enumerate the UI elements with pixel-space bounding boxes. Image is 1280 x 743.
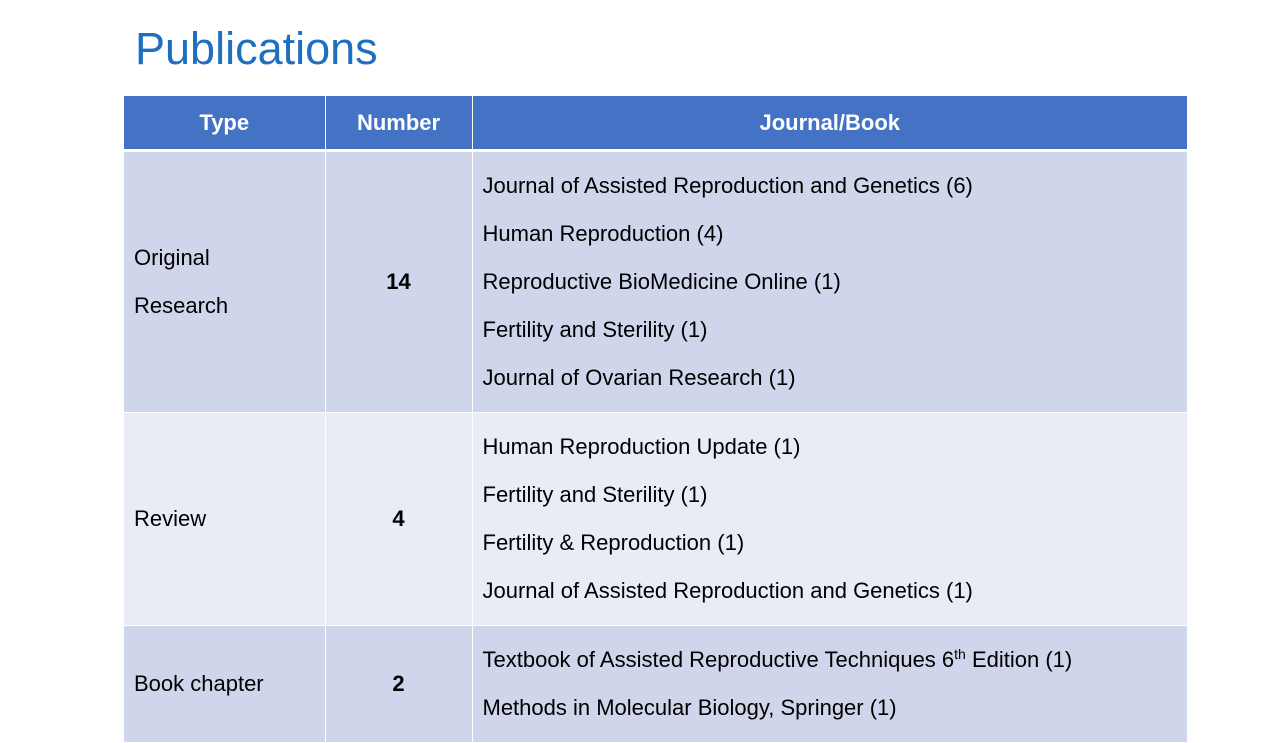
type-cell: Original Research	[124, 150, 326, 413]
journal-text: Textbook of Assisted Reproductive Techni…	[482, 647, 955, 672]
journal-item: Reproductive BioMedicine Online (1)	[482, 269, 841, 294]
journal-item: Journal of Assisted Reproduction and Gen…	[482, 173, 973, 198]
table-row-original-research: Original Research 14 Journal of Assisted…	[124, 150, 1187, 413]
journal-cell: Textbook of Assisted Reproductive Techni…	[472, 625, 1187, 743]
journal-item: Textbook of Assisted Reproductive Techni…	[483, 636, 1178, 684]
type-cell: Book chapter	[124, 625, 326, 743]
journal-cell: Journal of Assisted Reproduction and Gen…	[472, 150, 1187, 413]
type-label-line: Review	[134, 506, 207, 531]
type-label-line: Book chapter	[134, 671, 264, 696]
table-header-row: Type Number Journal/Book	[124, 96, 1187, 152]
type-label-line: Research	[134, 293, 229, 318]
journal-item: Human Reproduction Update (1)	[482, 434, 801, 459]
number-cell: 4	[325, 412, 473, 626]
header-number: Number	[325, 96, 473, 152]
journal-item: Methods in Molecular Biology, Springer (…	[482, 695, 897, 720]
journal-item: Fertility and Sterility (1)	[482, 317, 708, 342]
header-type: Type	[124, 96, 326, 152]
header-journal-book: Journal/Book	[472, 96, 1187, 152]
journal-item: Journal of Ovarian Research (1)	[482, 365, 796, 390]
journal-text: Edition (1)	[965, 647, 1073, 672]
journal-item: Journal of Assisted Reproduction and Gen…	[482, 578, 973, 603]
type-label-line: Original	[134, 245, 210, 270]
number-cell: 2	[325, 625, 473, 743]
journal-item: Human Reproduction (4)	[482, 221, 724, 246]
publications-table: Type Number Journal/Book Original Resear…	[124, 96, 1187, 743]
type-cell: Review	[124, 412, 326, 626]
number-cell: 14	[325, 150, 473, 413]
table-row-review: Review 4 Human Reproduction Update (1) F…	[124, 412, 1187, 626]
table-row-book-chapter: Book chapter 2 Textbook of Assisted Repr…	[124, 625, 1187, 743]
slide-title: Publications	[135, 23, 378, 74]
journal-item: Fertility and Sterility (1)	[482, 482, 708, 507]
journal-cell: Human Reproduction Update (1) Fertility …	[472, 412, 1187, 626]
ordinal-superscript: th	[954, 646, 966, 662]
journal-item: Fertility & Reproduction (1)	[482, 530, 745, 555]
